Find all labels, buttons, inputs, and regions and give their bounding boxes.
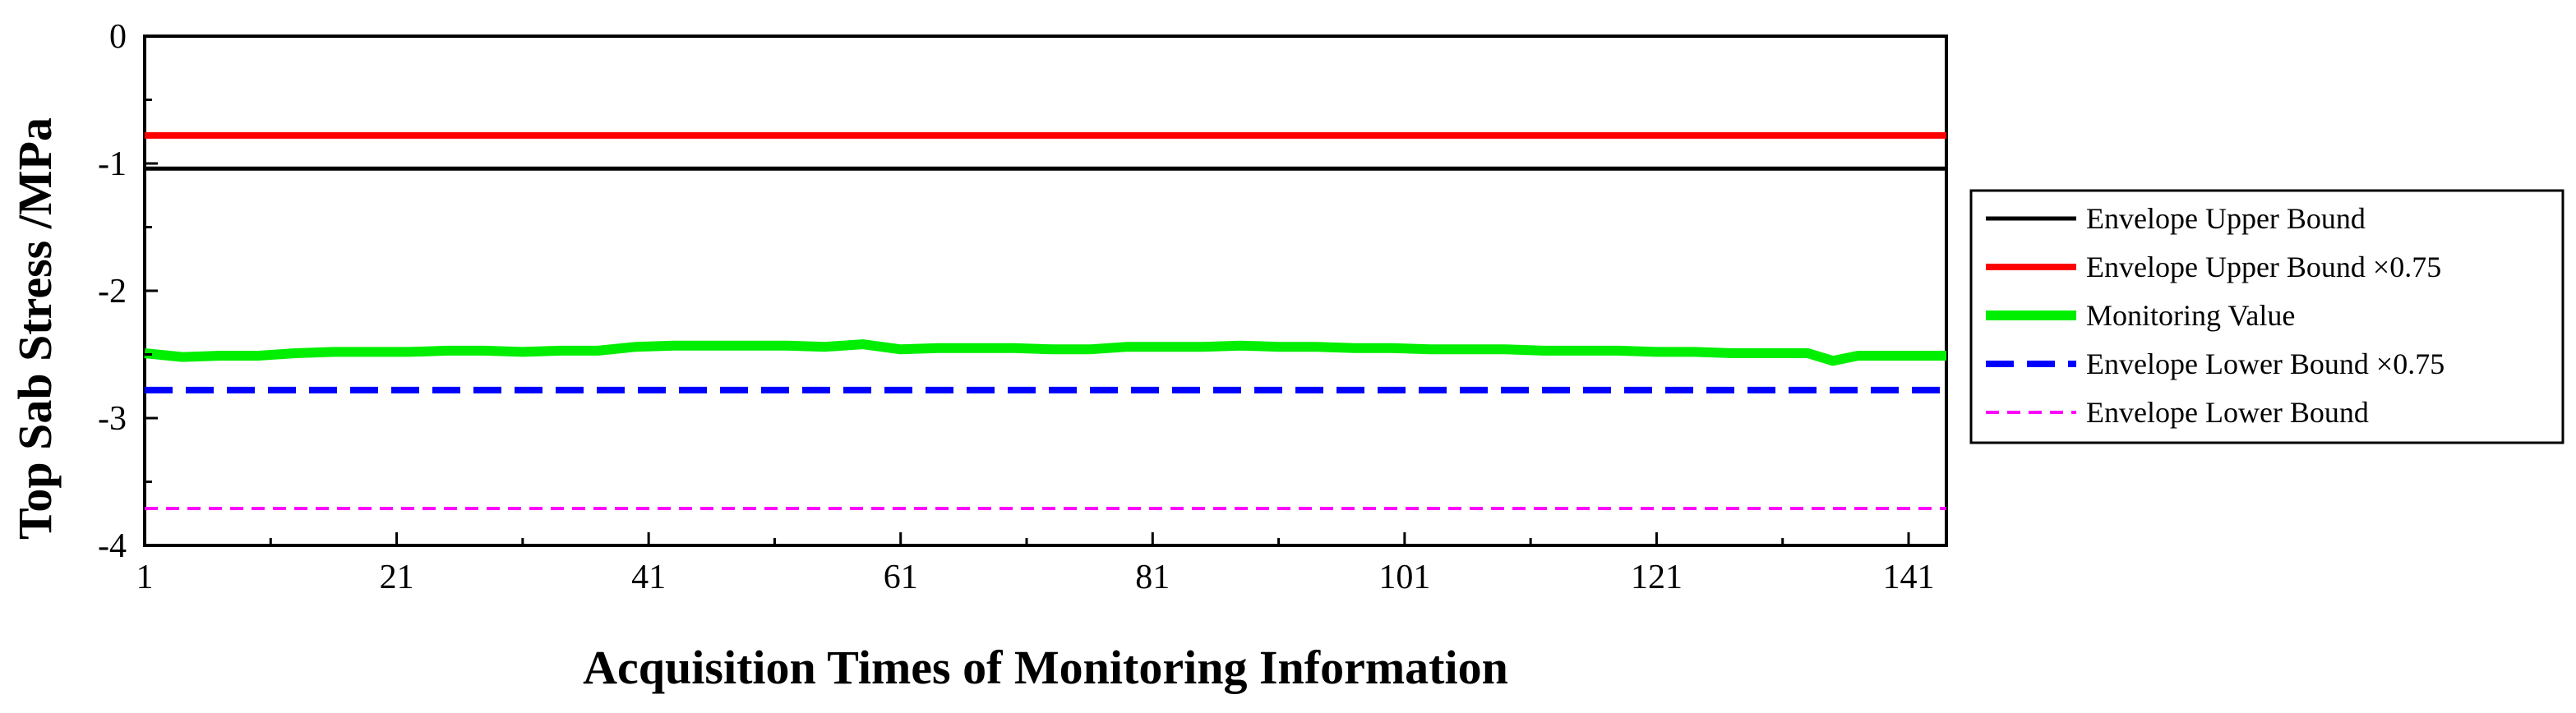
plot-area (143, 34, 1948, 547)
x-tick-label: 1 (136, 559, 154, 596)
legend-label-0: Envelope Upper Bound (2086, 202, 2366, 235)
plot-frame (143, 34, 1948, 547)
y-tick-label: -3 (98, 400, 127, 438)
legend-label-2: Monitoring Value (2086, 299, 2295, 332)
legend: Envelope Upper Bound Envelope Upper Bound… (1969, 189, 2564, 444)
legend-label-4: Envelope Lower Bound (2086, 396, 2369, 429)
x-tick-label: 41 (631, 559, 666, 596)
y-tick-label: 0 (109, 18, 127, 56)
legend-label-3: Envelope Lower Bound ×0.75 (2086, 347, 2444, 380)
x-axis-title: Acquisition Times of Monitoring Informat… (583, 641, 1508, 694)
series-line-2 (144, 339, 1946, 366)
x-tick-label: 121 (1631, 559, 1683, 596)
x-tick-label: 81 (1135, 559, 1170, 596)
y-tick-label: -4 (98, 527, 127, 565)
series-layer (144, 131, 1946, 510)
x-tick-label: 141 (1883, 559, 1935, 596)
y-axis-title: Top Sab Stress /MPa (8, 117, 62, 540)
x-tick-label: 21 (380, 559, 414, 596)
y-tick-label: -1 (98, 145, 127, 183)
x-tick-label: 101 (1378, 559, 1430, 596)
legend-label-1: Envelope Upper Bound ×0.75 (2086, 251, 2441, 283)
y-tick-label: -2 (98, 273, 127, 310)
x-tick-label: 61 (884, 559, 918, 596)
